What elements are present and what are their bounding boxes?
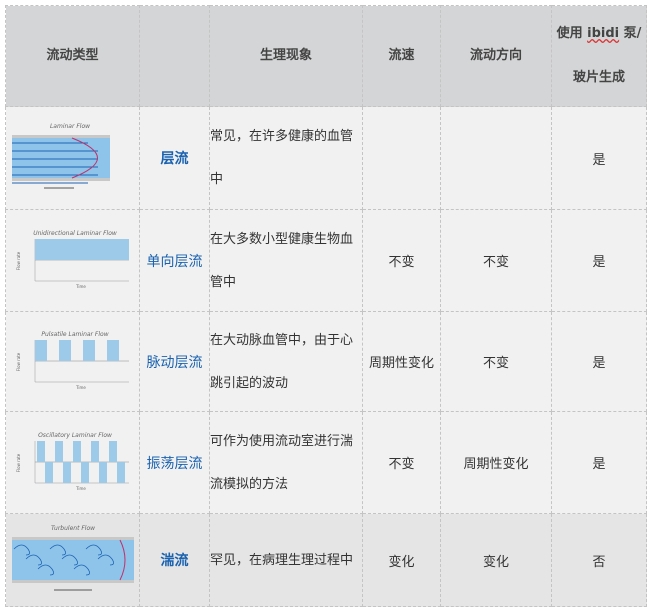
speed-cell [362,106,441,210]
header-name [139,5,210,107]
phenomenon-cell: 常见，在许多健康的血管中 [209,106,363,210]
table-row: Laminar Flow 层流 常见，在许多健康的血管中 是 [5,106,647,210]
laminar-flow-figure: Laminar Flow [11,123,110,189]
pump-cell: 是 [551,209,647,312]
axis-xlabel: Time [75,486,86,491]
figure-title: Unidirectional Laminar Flow [33,230,117,237]
flow-chart-figure: Oscillatory Laminar Flow Flow rate Time [16,432,129,491]
flow-type-name: 层流 [139,106,210,210]
direction-cell: 不变 [440,311,552,412]
speed-cell: 周期性变化 [362,311,441,412]
figure-title: Pulsatile Laminar Flow [41,331,108,338]
pump-cell: 是 [551,411,647,514]
table-row: Unidirectional Laminar Flow Flow rate Time… [5,209,647,312]
flow-types-table: 流动类型 生理现象 流速 流动方向 使用 ibidi 泵/玻片生成 Lamina… [5,5,647,607]
axis-ylabel: Flow rate [16,251,21,270]
direction-cell: 周期性变化 [440,411,552,514]
axis-ylabel: Flow rate [16,453,21,472]
flow-type-name: 湍流 [139,513,210,607]
flow-type-name: 振荡层流 [139,411,210,514]
phenomenon-cell: 罕见，在病理生理过程中 [209,513,363,607]
figure-cell: Turbulent Flow [5,513,140,607]
figure-cell: Pulsatile Laminar Flow Flow rate Time [5,311,140,412]
header-pump: 使用 ibidi 泵/玻片生成 [551,5,647,107]
turbulent-flow-figure: Turbulent Flow [11,525,134,591]
axis-xlabel: Time [75,385,86,390]
pump-cell: 否 [551,513,647,607]
speed-cell: 不变 [362,411,441,514]
figure-cell: Oscillatory Laminar Flow Flow rate Time [5,411,140,514]
speed-cell: 不变 [362,209,441,312]
flow-type-name: 单向层流 [139,209,210,312]
table-row: Turbulent Flow 湍流 罕见，在病理生理过程中 变化 变化 否 [5,513,647,607]
direction-cell: 变化 [440,513,552,607]
table-row: Oscillatory Laminar Flow Flow rate Time 振荡… [5,411,647,514]
header-row: 流动类型 生理现象 流速 流动方向 使用 ibidi 泵/玻片生成 [5,5,647,107]
figure-cell: Laminar Flow [5,106,140,210]
flow-chart-figure: Pulsatile Laminar Flow Flow rate Time [16,331,129,390]
header-type: 流动类型 [5,5,140,107]
header-phenomenon: 生理现象 [209,5,363,107]
header-direction: 流动方向 [440,5,552,107]
phenomenon-cell: 在大多数小型健康生物血管中 [209,209,363,312]
pump-post: 泵/ [619,26,642,41]
flow-type-name: 脉动层流 [139,311,210,412]
header-speed: 流速 [362,5,441,107]
figure-cell: Unidirectional Laminar Flow Flow rate Time [5,209,140,312]
phenomenon-cell: 可作为使用流动室进行湍流模拟的方法 [209,411,363,514]
direction-cell [440,106,552,210]
figure-title: Turbulent Flow [50,525,94,532]
flow-chart-figure: Unidirectional Laminar Flow Flow rate Time [16,230,129,289]
axis-xlabel: Time [75,284,86,289]
pump-brand: ibidi [587,26,620,41]
direction-cell: 不变 [440,209,552,312]
figure-title: Laminar Flow [49,123,89,130]
pump-cell: 是 [551,106,647,210]
pump-line2: 玻片生成 [572,70,625,85]
phenomenon-cell: 在大动脉血管中，由于心跳引起的波动 [209,311,363,412]
table-row: Pulsatile Laminar Flow Flow rate Time 脉动层流… [5,311,647,412]
pump-cell: 是 [551,311,647,412]
figure-title: Oscillatory Laminar Flow [38,432,112,439]
axis-ylabel: Flow rate [16,352,21,371]
pump-pre: 使用 [556,26,588,41]
speed-cell: 变化 [362,513,441,607]
